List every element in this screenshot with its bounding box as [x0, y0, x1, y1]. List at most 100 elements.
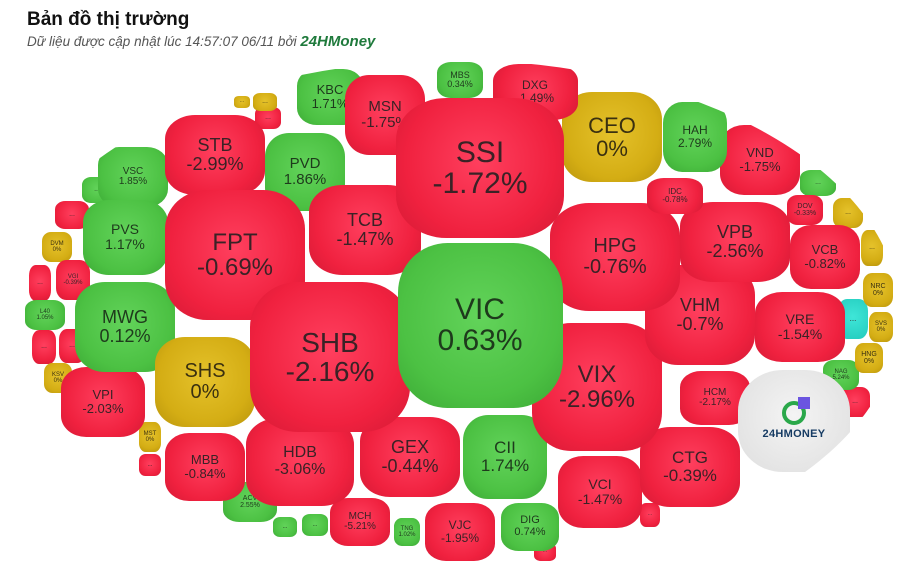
change-label: -0.78% [662, 195, 688, 204]
stock-cell-gex[interactable]: GEX -0.44% [360, 417, 460, 497]
change-label: -2.16% [285, 356, 375, 387]
stock-cell-vnd[interactable]: VND -1.75% [720, 125, 800, 195]
change-label: 1.02% [398, 532, 416, 538]
change-label: 0% [876, 327, 886, 333]
ticker-label: ... [845, 209, 851, 217]
stock-cell-hng[interactable]: HNG 0% [855, 343, 883, 373]
ticker-label: HDB [283, 444, 317, 462]
change-label: -0.33% [793, 210, 817, 217]
stock-cell-stb[interactable]: STB -2.99% [165, 115, 265, 195]
ticker-label: ... [262, 98, 268, 106]
stock-cell-mbb[interactable]: MBB -0.84% [165, 433, 245, 501]
ticker-label: SHB [301, 326, 359, 358]
change-label: -1.47% [577, 491, 623, 507]
stock-cell-mch[interactable]: MCH -5.21% [330, 498, 390, 546]
stock-cell-vic[interactable]: VIC 0.63% [397, 242, 563, 408]
change-label: 1.85% [118, 176, 148, 187]
stock-cell-cii[interactable]: CII 1.74% [463, 415, 547, 499]
stock-cell-nrc[interactable]: NRC 0% [863, 273, 893, 307]
stock-cell-more[interactable]: ... [273, 517, 297, 537]
ticker-label: HCM [703, 386, 727, 398]
ticker-label: HNG [861, 350, 877, 358]
stock-cell-vjc[interactable]: VJC -1.95% [425, 503, 495, 561]
ticker-label: VIC [454, 292, 505, 326]
stock-cell-dvm[interactable]: DVM 0% [42, 232, 72, 262]
change-label: 1.74% [480, 456, 530, 475]
ticker-label: SHS [184, 360, 226, 382]
stock-cell-more[interactable]: ... [640, 503, 660, 527]
stock-cell-pvd[interactable]: PVD 1.86% [265, 133, 345, 211]
stock-cell-tng[interactable]: TNG 1.02% [394, 518, 420, 546]
market-heatmap: ........................................… [5, 60, 900, 570]
stock-cell-more[interactable]: ... [302, 514, 328, 536]
stock-cell-l40[interactable]: L40 1.05% [25, 300, 65, 330]
stock-cell-hah[interactable]: HAH 2.79% [663, 102, 727, 172]
change-label: -3.06% [274, 461, 326, 478]
stock-cell-pvs[interactable]: PVS 1.17% [82, 199, 168, 275]
stock-cell-more[interactable]: ... [255, 107, 281, 129]
ticker-label: MBS [450, 69, 470, 80]
stock-cell-more[interactable]: ... [32, 330, 56, 364]
stock-cell-more[interactable]: ... [29, 265, 51, 301]
ticker-label: PVS [110, 221, 139, 238]
ticker-label: ... [849, 313, 857, 323]
stock-cell-vpi[interactable]: VPI -2.03% [61, 367, 145, 437]
stock-cell-ceo[interactable]: CEO 0% [562, 92, 662, 182]
stock-cell-dov[interactable]: DOV -0.33% [787, 195, 823, 225]
change-label: 0% [863, 358, 875, 365]
stock-cell-mbs[interactable]: MBS 0.34% [437, 62, 483, 98]
change-label: -1.95% [440, 531, 480, 545]
brand-link[interactable]: 24HMoney [300, 33, 376, 50]
ticker-label: GEX [390, 437, 429, 458]
stock-cell-fpt[interactable]: FPT -0.69% [165, 190, 305, 320]
change-label: -1.75% [361, 114, 409, 131]
stock-cell-more[interactable]: ... [139, 454, 161, 476]
stock-cell-hpg[interactable]: HPG -0.76% [550, 203, 680, 311]
stock-cell-hdb[interactable]: HDB -3.06% [246, 418, 354, 506]
stock-cell-dig[interactable]: DIG 0.74% [501, 503, 559, 551]
ticker-label: ... [869, 244, 875, 252]
stock-cell-more[interactable]: ... [833, 198, 863, 228]
ticker-label: DOV [797, 202, 813, 210]
change-label: 0% [596, 136, 628, 161]
stock-cell-ctg[interactable]: CTG -0.39% [640, 427, 740, 507]
stock-cell-ssi[interactable]: SSI -1.72% [396, 98, 564, 238]
ticker-label: MWG [102, 307, 148, 328]
stock-cell-shs[interactable]: SHS 0% [155, 337, 255, 427]
stock-cell-vre[interactable]: VRE -1.54% [755, 292, 845, 362]
change-label: -2.99% [186, 154, 244, 174]
ticker-label: VIX [577, 360, 617, 388]
stock-cell-vci[interactable]: VCI -1.47% [558, 456, 642, 528]
stock-cell-more[interactable]: ... [800, 170, 836, 196]
ticker-label: HPG [593, 235, 637, 257]
ticker-label: ... [647, 511, 653, 518]
change-label: -0.69% [196, 254, 274, 281]
change-label: 0.12% [99, 326, 151, 346]
change-label: 0% [145, 437, 155, 443]
ticker-label: TNG [400, 525, 414, 532]
ticker-label: ... [41, 343, 47, 351]
ticker-label: MST [143, 430, 157, 437]
ticker-label: ... [282, 523, 288, 530]
stock-cell-mwg[interactable]: MWG 0.12% [75, 282, 175, 372]
stock-cell-more[interactable]: ... [234, 96, 250, 108]
change-label: 0.34% [447, 79, 473, 89]
stock-cell-more[interactable]: ... [861, 230, 883, 266]
change-label: 1.86% [283, 171, 327, 188]
change-label: -2.03% [82, 401, 124, 416]
change-label: -2.17% [699, 397, 731, 408]
stock-cell-more[interactable]: ... [253, 93, 277, 111]
stock-cell-mst[interactable]: MST 0% [139, 422, 161, 452]
stock-cell-idc[interactable]: IDC -0.78% [647, 178, 703, 214]
ticker-label: ... [265, 114, 271, 122]
stock-cell-svs[interactable]: SVS 0% [869, 312, 893, 342]
stock-cell-vsc[interactable]: VSC 1.85% [98, 147, 168, 207]
ticker-label: DIG [520, 514, 540, 527]
ticker-label: ... [69, 211, 75, 219]
stock-cell-shb[interactable]: SHB -2.16% [250, 282, 410, 432]
stock-cell-vcb[interactable]: VCB -0.82% [790, 225, 860, 289]
stock-cell-vpb[interactable]: VPB -2.56% [680, 202, 790, 282]
ticker-label: ... [852, 398, 858, 406]
ticker-label: KSV [51, 371, 64, 378]
change-label: 0.63% [437, 324, 523, 357]
